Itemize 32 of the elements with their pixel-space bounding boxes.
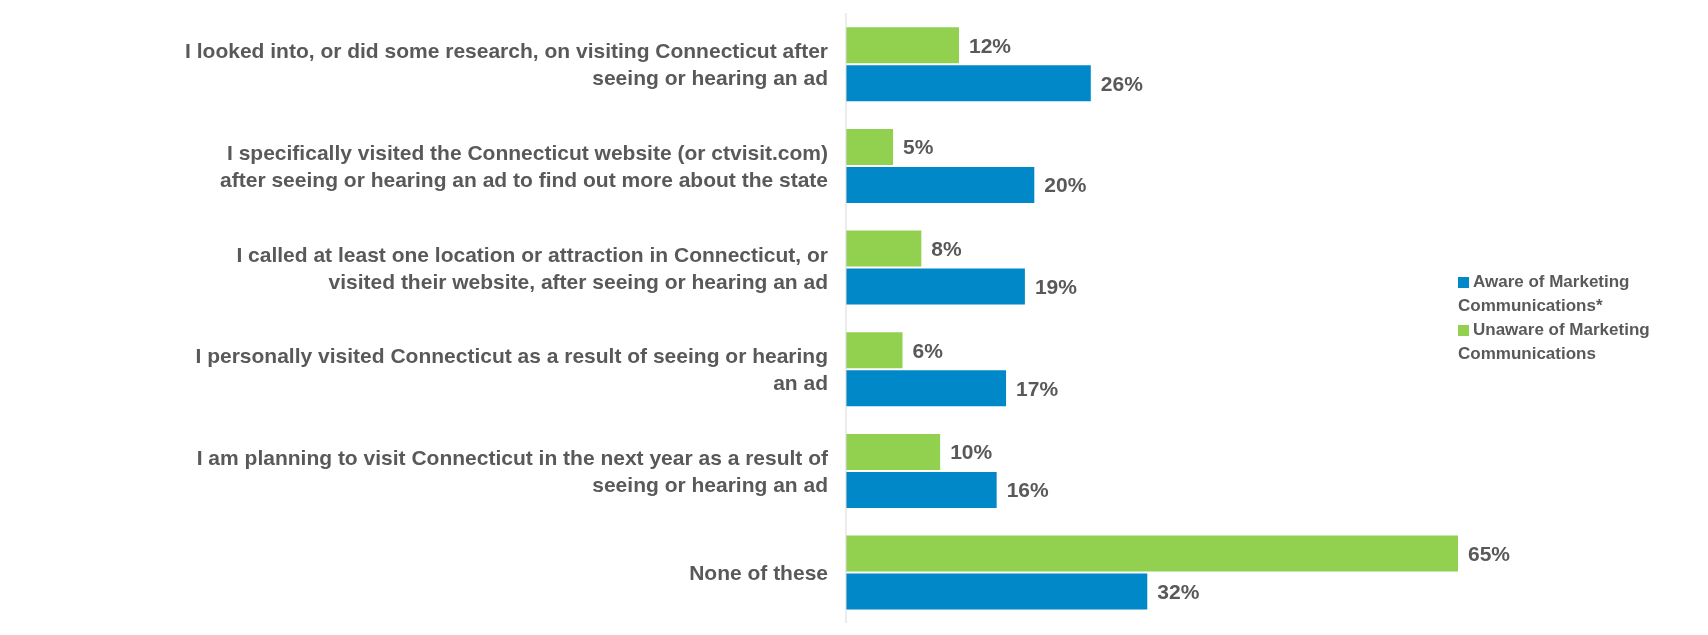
data-label: 19% xyxy=(1034,275,1078,299)
bar xyxy=(846,535,1458,572)
bar xyxy=(846,65,1091,102)
data-label: 32% xyxy=(1157,580,1200,604)
data-label: 6% xyxy=(912,338,944,362)
data-label: 12% xyxy=(968,33,1012,57)
data-label: 26% xyxy=(1100,71,1144,95)
bar xyxy=(846,573,1148,610)
data-label: 65% xyxy=(1468,542,1511,566)
y-tick-label: I looked into, or did some research, on visiting Connecticut after seeing or hearing an ad xyxy=(185,38,828,89)
data-label: 5% xyxy=(903,135,934,159)
data-label: 20% xyxy=(1044,173,1087,197)
data-label: 16% xyxy=(1006,478,1049,502)
bar xyxy=(846,128,894,165)
bar xyxy=(846,433,941,470)
y-tick-label: I specifically visited the Connecticut website (or ctvisit.com) after seeing or hearing an ad to find out more about the state xyxy=(220,140,828,191)
legend-label: Unaware of Marketing Communications xyxy=(1458,320,1650,363)
bar xyxy=(846,471,997,508)
data-label: 17% xyxy=(1016,376,1059,400)
data-label: 8% xyxy=(931,237,962,261)
bar xyxy=(846,370,1007,407)
y-tick-label: I am planning to visit Connecticut in the next year as a result of seeing or hearing an ad xyxy=(196,445,829,496)
y-tick-label: I personally visited Connecticut as a result of seeing or hearing an ad xyxy=(195,343,828,394)
bar xyxy=(846,332,903,369)
bar xyxy=(846,268,1025,305)
legend-label: Aware of Marketing Communications* xyxy=(1458,272,1630,315)
bar xyxy=(846,166,1035,203)
data-label: 10% xyxy=(950,440,993,464)
y-tick-label: I called at least one location or attraction in Connecticut, or visited their website, after seeing or hearing an ad xyxy=(236,242,828,293)
y-tick-label: None of these xyxy=(689,560,828,584)
bar xyxy=(846,27,959,64)
bar xyxy=(846,230,922,267)
